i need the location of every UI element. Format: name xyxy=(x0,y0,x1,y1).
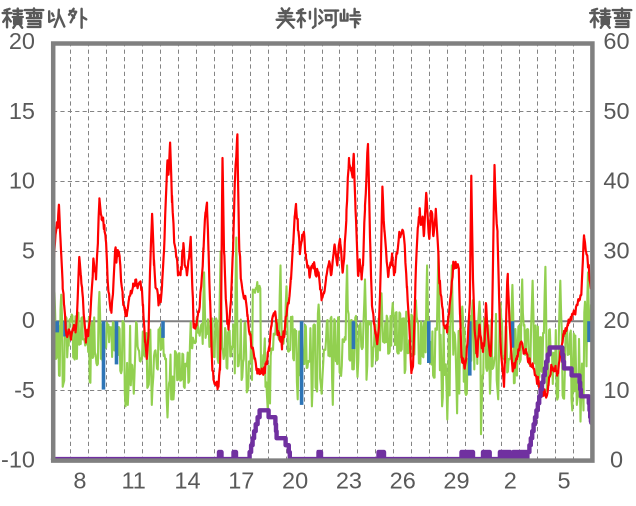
svg-text:14: 14 xyxy=(174,468,200,494)
svg-text:60: 60 xyxy=(603,28,629,54)
svg-text:10: 10 xyxy=(9,168,35,194)
svg-text:20: 20 xyxy=(603,307,629,333)
svg-text:-10: -10 xyxy=(1,447,35,473)
svg-text:20: 20 xyxy=(282,468,308,494)
svg-text:0: 0 xyxy=(610,447,623,473)
svg-text:2: 2 xyxy=(504,468,517,494)
svg-text:30: 30 xyxy=(603,237,629,263)
svg-text:8: 8 xyxy=(73,468,86,494)
svg-text:26: 26 xyxy=(390,468,416,494)
svg-text:23: 23 xyxy=(336,468,362,494)
svg-text:0: 0 xyxy=(22,307,35,333)
svg-text:20: 20 xyxy=(9,28,35,54)
svg-text:29: 29 xyxy=(443,468,469,494)
svg-text:-5: -5 xyxy=(14,377,35,403)
svg-text:17: 17 xyxy=(228,468,254,494)
svg-text:11: 11 xyxy=(121,468,145,494)
svg-text:5: 5 xyxy=(22,237,35,263)
svg-text:5: 5 xyxy=(558,468,571,494)
svg-text:40: 40 xyxy=(603,168,629,194)
svg-text:50: 50 xyxy=(603,98,629,124)
svg-text:10: 10 xyxy=(603,377,629,403)
svg-text:15: 15 xyxy=(9,98,35,124)
